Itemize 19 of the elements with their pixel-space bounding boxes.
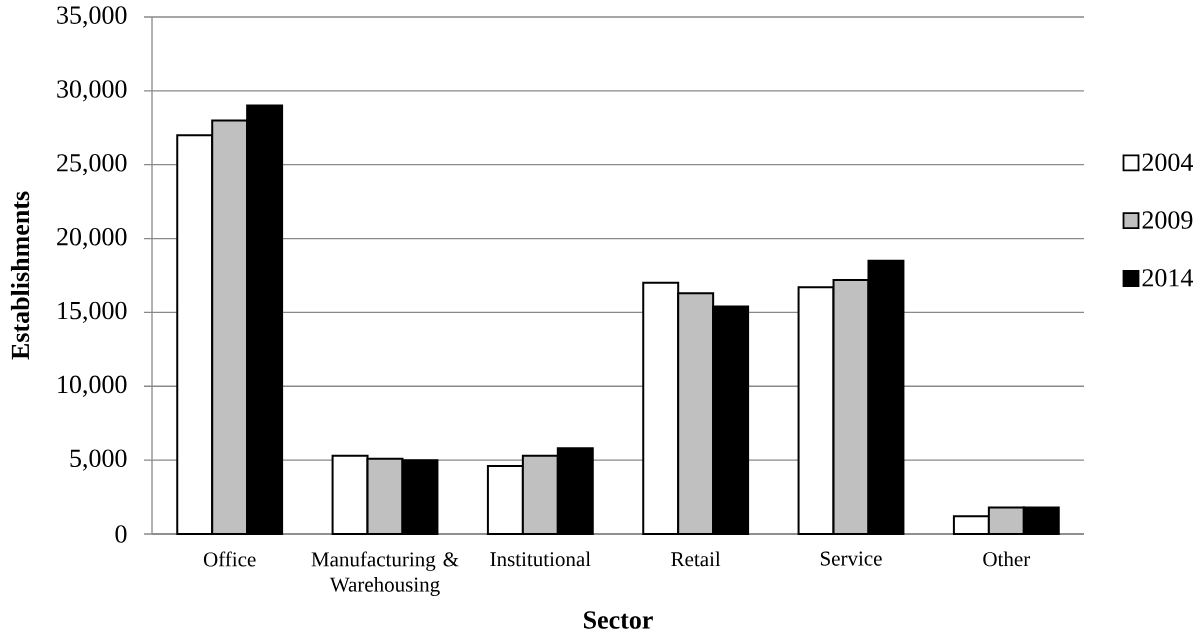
x-tick-label: Office (203, 551, 256, 567)
x-tick-label: Service (820, 551, 882, 566)
y-tick-label: 20,000 (57, 227, 127, 250)
y-tick-label: 25,000 (57, 154, 127, 176)
x-axis-title: Sector (584, 611, 653, 629)
y-tick-label: 10,000 (58, 375, 127, 397)
x-tick-label: Other (983, 551, 1031, 567)
y-tick-label: 5,000 (70, 449, 127, 471)
x-tick-label: Manufacturing & Warehousing (311, 551, 459, 597)
y-axis-title: Establishments (10, 191, 30, 360)
legend-label: 2009 (1142, 211, 1193, 229)
y-tick-label: 0 (115, 525, 127, 543)
y-tick-label: 15,000 (58, 301, 127, 324)
legend-label: 2004 (1142, 153, 1193, 172)
y-tick-label: 35,000 (57, 6, 127, 28)
x-tick-label: Retail (671, 551, 721, 567)
legend-label: 2014 (1142, 269, 1193, 287)
y-tick-label: 30,000 (57, 80, 127, 102)
x-tick-label: Institutional (490, 551, 591, 567)
